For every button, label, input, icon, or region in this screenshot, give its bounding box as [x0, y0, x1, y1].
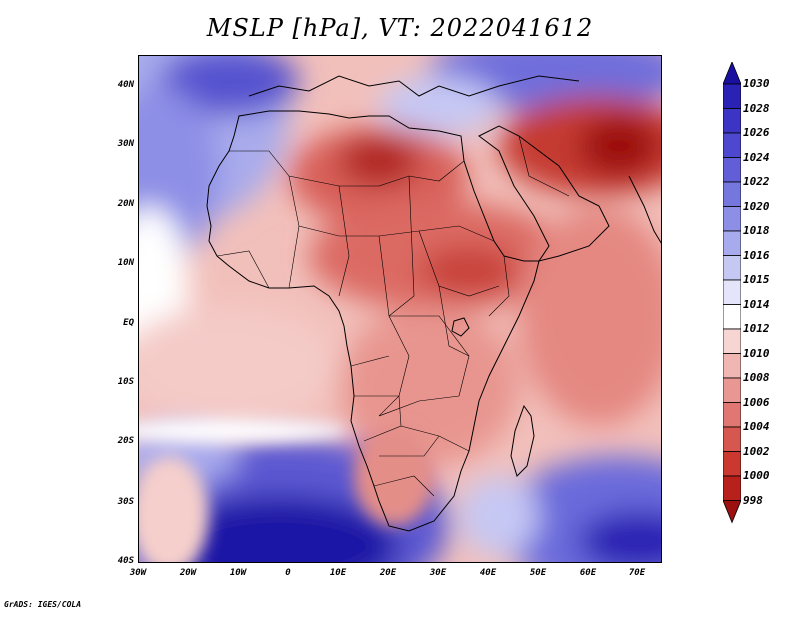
lon-label-10e: 10E: [329, 568, 347, 578]
colorbar-level-label: 1024: [743, 150, 770, 164]
colorbar-swatch: [722, 328, 742, 354]
colorbar-level-label: 1018: [743, 224, 770, 237]
colorbar-swatch: [722, 108, 742, 134]
footer-credit: GrADS: IGES/COLA: [4, 600, 82, 609]
mslp-field: [139, 56, 661, 562]
lat-label-40n: 40N: [117, 80, 134, 90]
lon-label-20w: 20W: [179, 568, 197, 578]
colorbar-swatch: [722, 132, 742, 158]
lat-label-10n: 10N: [117, 258, 134, 268]
lat-label-20n: 20N: [117, 199, 134, 209]
colorbar-level-label: 1030: [743, 77, 770, 90]
lat-label-30n: 30N: [117, 139, 134, 149]
colorbar-level-label: 1022: [743, 175, 770, 188]
colorbar-level-label: 1000: [743, 469, 770, 482]
colorbar-swatch: [722, 206, 742, 232]
colorbar-level-label: 1016: [743, 248, 770, 262]
colorbar-level-label: 1020: [743, 199, 770, 213]
pressure-map: [138, 55, 662, 563]
colorbar-swatch: [722, 157, 742, 183]
colorbar-swatch: [722, 304, 742, 330]
colorbar-swatch: [722, 402, 742, 428]
colorbar-swatch: [722, 377, 742, 403]
colorbar-level-label: 1026: [743, 126, 770, 139]
colorbar-top-triangle: [722, 60, 742, 85]
lon-label-10w: 10W: [229, 568, 247, 578]
lat-label-40s: 40S: [117, 556, 134, 566]
lat-label-10s: 10S: [117, 377, 134, 387]
arabia-coastline: [478, 125, 610, 262]
colorbar-swatch: [722, 230, 742, 256]
colorbar-swatch: [722, 279, 742, 305]
europe-coastline: [248, 75, 580, 97]
map-title: MSLP [hPa], VT: 2022041612: [206, 14, 594, 42]
lon-label-20e: 20E: [379, 568, 397, 578]
colorbar-level-label: 1002: [743, 444, 770, 458]
colorbar: [722, 60, 742, 561]
lat-label-20s: 20S: [117, 436, 134, 446]
lon-label-30e: 30E: [429, 568, 447, 578]
colorbar-bottom-triangle: [722, 500, 742, 524]
lat-label-30s: 30S: [117, 497, 134, 507]
lon-label-40e: 40E: [479, 568, 497, 578]
lon-label-60e: 60E: [579, 568, 597, 578]
india-coastline: [628, 175, 661, 244]
colorbar-level-label: 1028: [743, 101, 770, 115]
pressure-detail: [139, 419, 434, 562]
colorbar-swatch: [722, 475, 742, 501]
africa-coastline: [206, 110, 540, 532]
colorbar-level-label: 998: [743, 493, 763, 507]
lon-label-30w: 30W: [129, 568, 147, 578]
colorbar-swatch: [722, 83, 742, 109]
colorbar-swatch: [722, 353, 742, 379]
lon-label-0: 0: [285, 568, 291, 578]
colorbar-level-label: 1014: [743, 297, 770, 311]
colorbar-level-label: 1012: [743, 322, 770, 335]
colorbar-swatch: [722, 181, 742, 207]
lon-label-70e: 70E: [628, 568, 646, 578]
country-borders: [216, 135, 570, 497]
madagascar-coastline: [510, 404, 535, 477]
lake-victoria: [451, 317, 470, 337]
colorbar-level-label: 1008: [743, 371, 770, 384]
colorbar-swatches: [722, 60, 742, 524]
colorbar-level-label: 1015: [743, 273, 770, 286]
colorbar-swatch: [722, 451, 742, 477]
colorbar-level-label: 1010: [743, 346, 770, 360]
colorbar-level-label: 1006: [743, 395, 770, 409]
colorbar-swatch: [722, 255, 742, 281]
coastlines: [206, 75, 661, 532]
lat-label-eq: EQ: [123, 318, 134, 328]
colorbar-swatch: [722, 426, 742, 452]
lon-label-50e: 50E: [529, 568, 547, 578]
colorbar-level-label: 1004: [743, 420, 770, 433]
